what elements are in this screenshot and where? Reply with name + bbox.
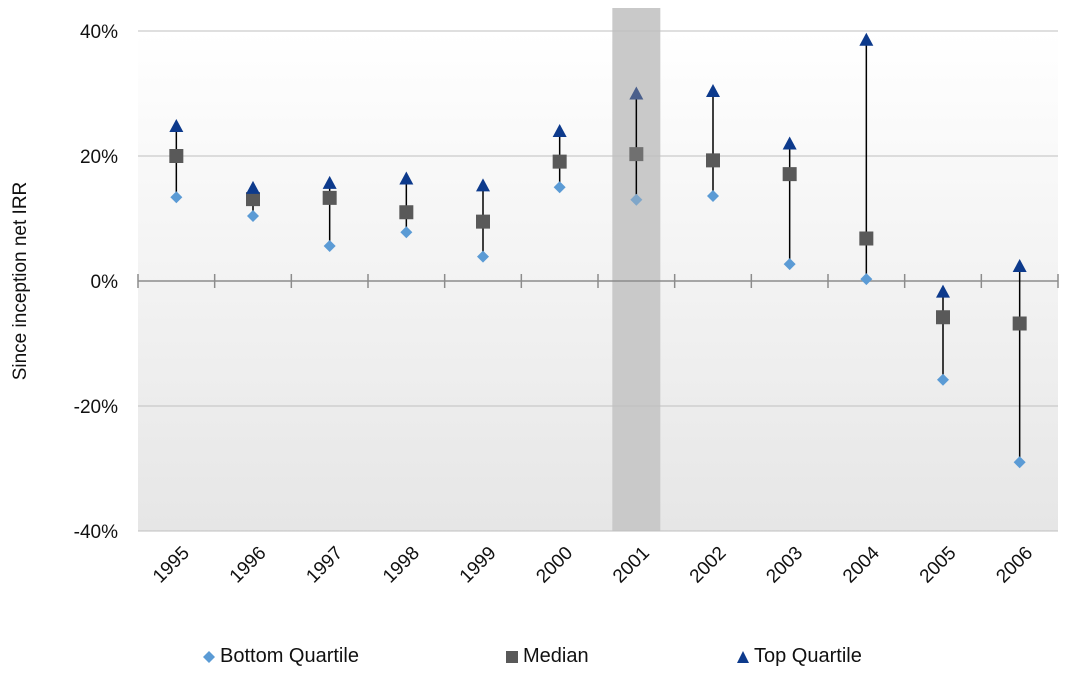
median-point xyxy=(399,205,414,220)
bottom-quartile-point xyxy=(323,240,336,252)
bottom-quartile-point xyxy=(860,273,873,286)
median-point xyxy=(782,167,797,182)
y-tick-label: 20% xyxy=(80,147,118,168)
x-tick-label: 2005 xyxy=(916,543,961,588)
median-point xyxy=(859,231,874,246)
legend-label-top-quartile: Top Quartile xyxy=(754,645,862,667)
legend-item-median: Median xyxy=(505,645,589,668)
median-point xyxy=(322,190,337,205)
y-tick-label: 40% xyxy=(80,22,118,43)
top-quartile-point xyxy=(706,84,720,97)
top-quartile-point xyxy=(629,86,644,100)
median-point xyxy=(169,149,184,163)
y-axis-title: Since inception net IRR xyxy=(10,182,31,381)
y-tick-label: -20% xyxy=(74,397,118,418)
chart: -40% -20% 0% 20% 40% 1995 1996 1997 1998 1999 200… xyxy=(10,8,1059,587)
median-point xyxy=(552,154,567,169)
top-quartile-point xyxy=(322,175,337,189)
legend-item-top-quartile: Top Quartile xyxy=(736,645,862,668)
top-quartile-point xyxy=(169,119,184,132)
highlight-band xyxy=(612,8,661,531)
square-icon xyxy=(506,650,518,663)
y-axis-labels: -40% -20% 0% 20% 40% xyxy=(74,22,118,543)
bottom-quartile-point xyxy=(477,250,489,263)
y-tick-label: 0% xyxy=(91,272,119,293)
x-tick-label: 1999 xyxy=(456,543,501,588)
bottom-quartile-point xyxy=(630,193,643,206)
bottom-quartile-point xyxy=(400,226,413,239)
bottom-quartile-point xyxy=(1013,456,1026,469)
markers xyxy=(169,32,1027,469)
x-axis xyxy=(137,274,1059,288)
legend: Bottom Quartile Median Top Quartile xyxy=(0,645,1076,673)
bottom-quartile-point xyxy=(553,181,566,194)
x-axis-labels: 1995 1996 1997 1998 1999 2000 2001 2002 2003 2004… xyxy=(149,542,1037,587)
x-tick-label: 1995 xyxy=(149,543,194,588)
median-point xyxy=(706,153,720,168)
gridlines xyxy=(138,30,1058,532)
median-point xyxy=(629,147,644,162)
median-point xyxy=(476,214,490,229)
bottom-quartile-point xyxy=(937,373,949,386)
x-tick-label: 1996 xyxy=(226,543,271,588)
top-quartile-point xyxy=(399,171,414,185)
bottom-quartile-point xyxy=(707,190,719,202)
top-quartile-point xyxy=(936,284,950,298)
diamond-icon xyxy=(203,650,215,663)
median-point xyxy=(1012,316,1027,331)
top-quartile-point xyxy=(246,180,260,194)
x-tick-label: 1997 xyxy=(302,543,347,588)
bottom-quartile-point xyxy=(247,210,259,222)
top-quartile-point xyxy=(552,124,567,137)
x-tick-label: 2000 xyxy=(532,543,577,588)
y-tick-label: -40% xyxy=(74,522,118,543)
x-tick-label: 1998 xyxy=(379,543,424,588)
x-tick-label: 2004 xyxy=(839,542,884,587)
top-quartile-point xyxy=(859,32,874,46)
median-point xyxy=(936,310,950,325)
legend-item-bottom-quartile: Bottom Quartile xyxy=(202,645,359,668)
x-tick-label: 2006 xyxy=(992,543,1037,588)
median-point xyxy=(246,192,260,207)
top-quartile-point xyxy=(782,136,797,150)
x-tick-label: 2003 xyxy=(762,543,807,588)
bottom-quartile-point xyxy=(170,191,183,204)
x-tick-label: 2001 xyxy=(609,543,654,588)
x-tick-label: 2002 xyxy=(686,543,731,588)
legend-label-bottom-quartile: Bottom Quartile xyxy=(220,645,359,667)
top-quartile-point xyxy=(476,178,490,192)
top-quartile-point xyxy=(1012,259,1027,272)
legend-label-median: Median xyxy=(523,645,589,667)
triangle-icon xyxy=(737,650,749,663)
bottom-quartile-point xyxy=(783,258,796,271)
